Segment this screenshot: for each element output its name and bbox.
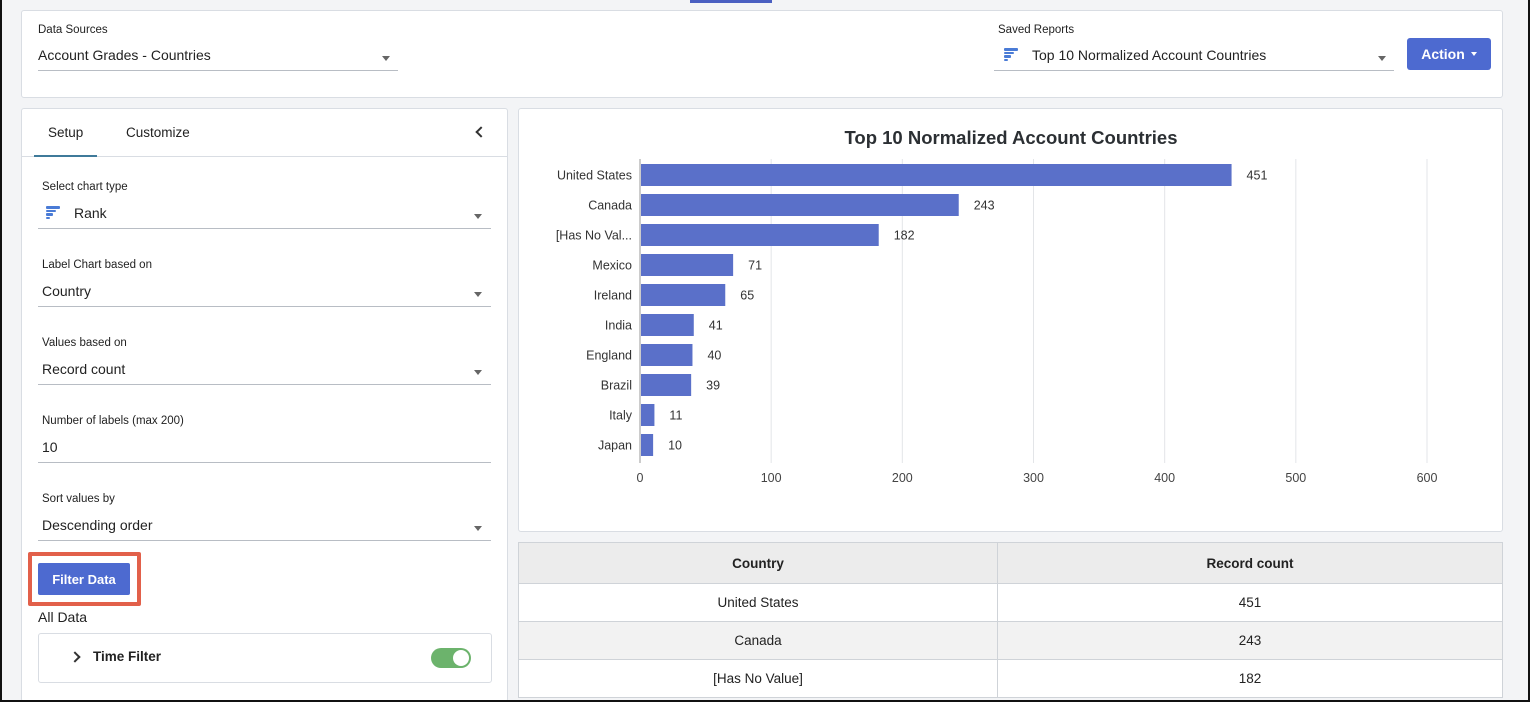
bar (641, 254, 734, 276)
action-button-label: Action (1421, 46, 1465, 62)
x-tick-label: 100 (761, 471, 782, 485)
time-filter-label: Time Filter (93, 649, 162, 664)
chevron-down-icon (1378, 55, 1386, 61)
filter-data-button[interactable]: Filter Data (38, 563, 130, 595)
values-based-value: Record count (42, 360, 126, 377)
values-based-label: Values based on (42, 337, 127, 349)
category-label: India (605, 319, 632, 333)
category-label: Mexico (592, 259, 632, 273)
chart-type-select[interactable]: Rank (38, 197, 491, 229)
category-label: England (586, 349, 632, 363)
table-row: [Has No Value] 182 (518, 659, 1503, 698)
num-labels-label: Number of labels (max 200) (42, 415, 184, 427)
data-label: 10 (668, 439, 682, 453)
bar (641, 284, 726, 306)
caret-down-icon (1470, 52, 1477, 56)
column-header-country[interactable]: Country (518, 542, 998, 584)
table-row: Canada 243 (518, 621, 1503, 660)
x-tick-label: 300 (1023, 471, 1044, 485)
data-source-select[interactable]: Account Grades - Countries (38, 39, 398, 71)
chart-panel: Top 10 Normalized Account Countries 0 100… (518, 108, 1503, 532)
chart-settings-panel: Setup Customize Select chart type Rank L… (21, 108, 508, 702)
saved-reports-label: Saved Reports (998, 24, 1075, 36)
x-tick-label: 500 (1285, 471, 1306, 485)
table-row: United States 451 (518, 583, 1503, 622)
data-sources-label: Data Sources (38, 24, 108, 36)
bar (641, 404, 655, 426)
bar (641, 344, 693, 366)
column-header-record-count[interactable]: Record count (997, 542, 1503, 584)
collapse-panel-icon[interactable] (475, 126, 487, 138)
toggle-knob (453, 650, 469, 666)
values-based-select[interactable]: Record count (38, 353, 491, 385)
chevron-down-icon (474, 213, 482, 219)
data-label: 39 (706, 379, 720, 393)
sort-label: Sort values by (42, 493, 115, 505)
table-cell: 451 (997, 583, 1503, 622)
data-label: 451 (1247, 169, 1268, 183)
all-data-label: All Data (38, 609, 88, 625)
table-cell: United States (518, 583, 998, 622)
sort-value: Descending order (42, 516, 153, 533)
data-label: 65 (740, 289, 754, 303)
sort-select[interactable]: Descending order (38, 509, 491, 541)
chart-type-value: Rank (74, 204, 107, 221)
data-label: 11 (669, 409, 682, 423)
label-based-label: Label Chart based on (42, 259, 152, 271)
bar (641, 224, 879, 246)
bar (641, 374, 692, 396)
saved-report-value: Top 10 Normalized Account Countries (1032, 46, 1267, 63)
tab-customize[interactable]: Customize (126, 125, 190, 140)
category-label: United States (557, 169, 632, 183)
chevron-down-icon (474, 369, 482, 375)
x-tick-label: 0 (637, 471, 644, 485)
num-labels-value: 10 (42, 438, 58, 455)
data-label: 71 (748, 259, 762, 273)
category-label: Ireland (594, 289, 632, 303)
x-tick-label: 400 (1154, 471, 1175, 485)
category-label: Canada (588, 199, 632, 213)
table-cell: 243 (997, 621, 1503, 660)
chevron-down-icon (474, 291, 482, 297)
report-header: Data Sources Account Grades - Countries … (21, 10, 1503, 98)
rank-chart-icon (46, 206, 60, 219)
chart-type-label: Select chart type (42, 181, 128, 193)
tab-setup[interactable]: Setup (34, 109, 98, 157)
x-tick-label: 600 (1417, 471, 1438, 485)
bar (641, 314, 694, 336)
chevron-down-icon (382, 55, 390, 61)
bar (641, 434, 654, 456)
time-filter-toggle[interactable] (431, 648, 471, 668)
data-label: 41 (709, 319, 723, 333)
category-label: Japan (598, 439, 632, 453)
time-filter-row[interactable]: Time Filter (38, 633, 492, 683)
x-tick-label: 200 (892, 471, 913, 485)
settings-tabs: Setup Customize (22, 109, 507, 157)
table-cell: 182 (997, 659, 1503, 698)
label-based-select[interactable]: Country (38, 275, 491, 307)
chart-title: Top 10 Normalized Account Countries (844, 127, 1178, 148)
data-source-value: Account Grades - Countries (38, 46, 211, 63)
category-label: [Has No Val... (556, 229, 632, 243)
table-cell: [Has No Value] (518, 659, 998, 698)
filter-button-highlight (28, 552, 141, 606)
bar (641, 194, 959, 216)
chevron-down-icon (474, 525, 482, 531)
action-button[interactable]: Action (1407, 38, 1491, 70)
table-cell: Canada (518, 621, 998, 660)
bar (641, 164, 1232, 186)
data-table: Country Record count United States 451 C… (518, 542, 1503, 698)
category-label: Brazil (601, 379, 632, 393)
data-label: 243 (974, 199, 995, 213)
saved-report-select[interactable]: Top 10 Normalized Account Countries (994, 39, 1394, 71)
data-label: 182 (894, 229, 915, 243)
data-label: 40 (707, 349, 721, 363)
num-labels-input[interactable]: 10 (38, 431, 491, 463)
rank-chart-icon (1004, 48, 1018, 61)
rank-bar-chart: 0 100 200 300 400 500 600 United States 451 Canad… (556, 159, 1438, 485)
category-label: Italy (609, 409, 633, 423)
top-accent-bar (690, 0, 772, 3)
label-based-value: Country (42, 282, 92, 299)
chevron-right-icon[interactable] (69, 651, 81, 663)
